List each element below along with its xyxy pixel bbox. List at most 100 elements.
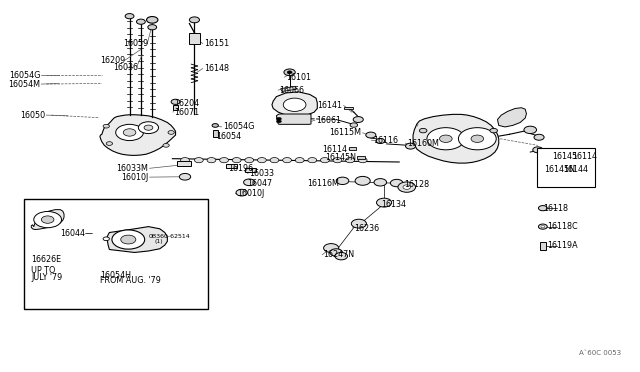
Circle shape <box>244 179 255 186</box>
Text: 16059: 16059 <box>124 39 148 48</box>
Text: (1): (1) <box>155 239 163 244</box>
Circle shape <box>189 17 200 23</box>
Circle shape <box>538 206 547 211</box>
Bar <box>536 148 595 187</box>
Circle shape <box>283 158 291 163</box>
Circle shape <box>103 124 109 128</box>
Circle shape <box>144 125 153 130</box>
Circle shape <box>541 225 545 228</box>
Circle shape <box>112 230 145 249</box>
Text: 16054: 16054 <box>216 132 242 141</box>
Circle shape <box>524 126 536 134</box>
Circle shape <box>116 124 143 141</box>
Text: 16054M: 16054M <box>8 80 40 89</box>
Circle shape <box>490 128 497 133</box>
Circle shape <box>355 176 370 185</box>
Text: 16118C: 16118C <box>547 222 578 231</box>
Circle shape <box>324 244 339 253</box>
Text: 16054H: 16054H <box>100 271 131 280</box>
Circle shape <box>427 128 465 150</box>
Text: 0B360-62514: 0B360-62514 <box>148 234 190 239</box>
Circle shape <box>358 158 367 163</box>
Circle shape <box>295 158 304 163</box>
Text: 16209: 16209 <box>100 56 126 65</box>
Text: 16114: 16114 <box>323 145 348 154</box>
Circle shape <box>276 120 282 123</box>
Bar <box>177 161 191 166</box>
Bar <box>281 86 296 92</box>
Text: 16144: 16144 <box>563 165 588 174</box>
Text: 16151: 16151 <box>204 39 229 48</box>
Text: 16145N: 16145N <box>325 153 356 163</box>
Circle shape <box>257 158 266 163</box>
Bar <box>245 167 256 172</box>
Text: 16066: 16066 <box>280 86 305 94</box>
Circle shape <box>232 158 241 163</box>
Circle shape <box>308 158 317 163</box>
Text: 16036: 16036 <box>113 62 138 72</box>
Text: 16247N: 16247N <box>324 250 355 259</box>
Circle shape <box>376 198 392 207</box>
Polygon shape <box>100 115 175 155</box>
Polygon shape <box>107 227 167 253</box>
Text: A`60C 0053: A`60C 0053 <box>579 350 621 356</box>
Circle shape <box>406 143 415 149</box>
Circle shape <box>532 147 543 153</box>
Circle shape <box>346 158 355 163</box>
Circle shape <box>236 189 248 196</box>
Circle shape <box>403 185 410 189</box>
Circle shape <box>287 71 292 74</box>
Text: 16134: 16134 <box>381 200 406 209</box>
Bar <box>189 33 200 44</box>
Text: 16145: 16145 <box>552 152 577 161</box>
Text: 16047: 16047 <box>247 179 272 187</box>
Circle shape <box>125 13 134 19</box>
Circle shape <box>276 117 282 120</box>
Text: 16626E: 16626E <box>31 255 61 264</box>
Text: 16101: 16101 <box>286 73 311 81</box>
Text: 16141: 16141 <box>317 101 342 110</box>
Bar <box>349 147 356 150</box>
Circle shape <box>351 219 367 228</box>
Circle shape <box>335 253 348 260</box>
Text: 16010J: 16010J <box>237 189 264 198</box>
Text: 16114: 16114 <box>572 152 597 161</box>
Text: 16116: 16116 <box>372 136 397 145</box>
Polygon shape <box>31 210 64 230</box>
Circle shape <box>245 158 253 163</box>
Circle shape <box>163 144 169 147</box>
Text: 16160M: 16160M <box>407 139 438 148</box>
Circle shape <box>321 158 329 163</box>
Text: UP TO: UP TO <box>31 266 56 275</box>
Circle shape <box>136 19 145 24</box>
Text: 16118: 16118 <box>543 203 568 213</box>
Bar <box>24 199 207 309</box>
Polygon shape <box>413 114 499 163</box>
Text: 16033: 16033 <box>249 169 275 178</box>
Circle shape <box>121 235 136 244</box>
Circle shape <box>195 158 204 163</box>
Circle shape <box>212 124 218 127</box>
Circle shape <box>353 116 364 122</box>
Circle shape <box>534 134 544 140</box>
Text: 16044—: 16044— <box>61 229 93 238</box>
Circle shape <box>376 138 385 144</box>
Text: 16061: 16061 <box>316 116 341 125</box>
Circle shape <box>284 69 295 76</box>
Text: 16128: 16128 <box>404 180 429 189</box>
Circle shape <box>398 182 415 192</box>
Text: 16148: 16148 <box>204 64 229 73</box>
Text: 16116M: 16116M <box>307 179 339 188</box>
Circle shape <box>42 216 54 223</box>
Text: 16115M: 16115M <box>330 128 362 137</box>
Circle shape <box>106 142 113 145</box>
Circle shape <box>336 177 349 185</box>
Bar <box>226 164 237 168</box>
Text: 16050: 16050 <box>20 110 45 120</box>
Circle shape <box>538 224 547 229</box>
Text: 16204: 16204 <box>174 99 200 108</box>
Circle shape <box>330 249 342 256</box>
Circle shape <box>390 179 403 187</box>
Text: 16054G: 16054G <box>223 122 254 131</box>
Circle shape <box>34 211 61 228</box>
